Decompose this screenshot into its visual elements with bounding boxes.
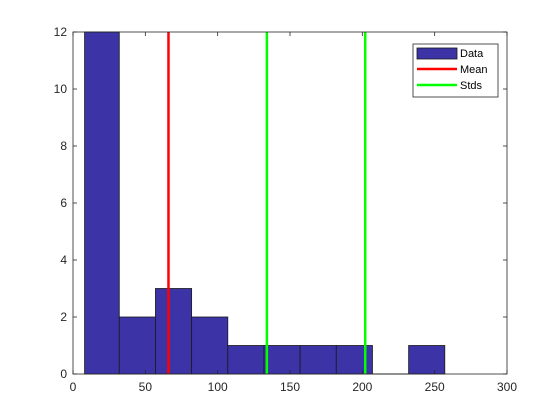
- y-tick-label: 12: [54, 25, 68, 39]
- y-tick-label: 4: [60, 253, 67, 267]
- legend-label: Data: [460, 48, 484, 60]
- legend-swatch: [416, 47, 458, 60]
- y-tick-label: 6: [60, 196, 67, 210]
- x-tick-label: 0: [70, 380, 77, 394]
- x-tick-label: 200: [352, 380, 372, 394]
- y-tick-label: 10: [54, 82, 68, 96]
- histogram-bar: [191, 316, 229, 375]
- histogram-bar: [299, 345, 337, 375]
- x-tick-label: 250: [425, 380, 445, 394]
- x-tick-label: 50: [139, 380, 153, 394]
- legend-label: Stds: [460, 80, 483, 92]
- y-tick-label: 0: [60, 367, 67, 381]
- histogram-bar: [84, 31, 120, 375]
- y-tick-label: 8: [60, 139, 67, 153]
- x-tick-label: 150: [280, 380, 300, 394]
- histogram-bar: [335, 345, 373, 375]
- histogram-bar: [155, 288, 193, 375]
- histogram-bar: [118, 316, 156, 375]
- histogram-bar: [227, 345, 265, 375]
- histogram-bar: [263, 345, 301, 375]
- x-tick-label: 100: [208, 380, 228, 394]
- y-tick-label: 2: [60, 310, 67, 324]
- x-tick-label: 300: [497, 380, 517, 394]
- legend-label: Mean: [460, 64, 488, 76]
- histogram-bar: [408, 345, 446, 375]
